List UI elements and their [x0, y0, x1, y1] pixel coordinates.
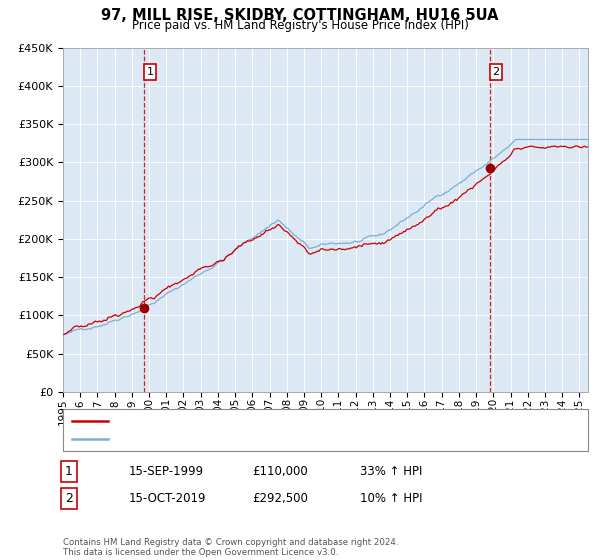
Text: 10% ↑ HPI: 10% ↑ HPI [360, 492, 422, 505]
Text: Contains HM Land Registry data © Crown copyright and database right 2024.
This d: Contains HM Land Registry data © Crown c… [63, 538, 398, 557]
Text: 1: 1 [65, 465, 73, 478]
Text: 15-OCT-2019: 15-OCT-2019 [129, 492, 206, 505]
Text: 2: 2 [65, 492, 73, 505]
Text: 1: 1 [146, 67, 154, 77]
Text: 15-SEP-1999: 15-SEP-1999 [129, 465, 204, 478]
Text: 2: 2 [493, 67, 499, 77]
Text: 97, MILL RISE, SKIDBY, COTTINGHAM, HU16 5UA (detached house): 97, MILL RISE, SKIDBY, COTTINGHAM, HU16 … [114, 416, 459, 426]
Text: 33% ↑ HPI: 33% ↑ HPI [360, 465, 422, 478]
Text: £110,000: £110,000 [252, 465, 308, 478]
Text: Price paid vs. HM Land Registry's House Price Index (HPI): Price paid vs. HM Land Registry's House … [131, 19, 469, 32]
Text: 97, MILL RISE, SKIDBY, COTTINGHAM, HU16 5UA: 97, MILL RISE, SKIDBY, COTTINGHAM, HU16 … [101, 8, 499, 24]
Text: HPI: Average price, detached house, East Riding of Yorkshire: HPI: Average price, detached house, East… [114, 434, 430, 444]
Text: £292,500: £292,500 [252, 492, 308, 505]
